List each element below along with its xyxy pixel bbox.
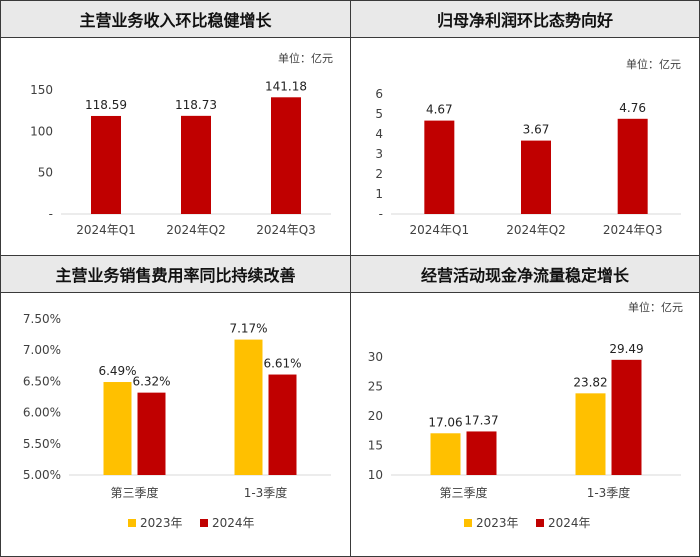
net-profit-chart: 单位：亿元 6 5 4 3 2 1 - 2024年Q1 4.67 2024年Q2 3.67 2024年Q…	[375, 57, 681, 237]
x-category-label: 1-3季度	[587, 485, 631, 500]
revenue-panel: 主营业务收入环比稳健增长 单位：亿元 150 100 50 - 2024年Q1 118.59…	[0, 0, 351, 256]
sales-expense-chart: 7.50%7.00%6.50%6.00%5.50%5.00%第三季度6.49%6…	[23, 312, 331, 530]
y-tick-label: 6.00%	[23, 406, 61, 420]
data-label: 3.67	[523, 123, 550, 137]
legend-swatch	[536, 519, 544, 527]
y-tick-label: -	[379, 207, 383, 221]
y-tick-label: 100	[30, 124, 53, 138]
revenue-chart: 单位：亿元 150 100 50 - 2024年Q1 118.59 2024年Q2 118.73…	[30, 51, 333, 237]
unit-label: 单位：亿元	[278, 51, 333, 65]
x-category-label: 2024年Q3	[603, 223, 663, 237]
bar	[424, 120, 455, 214]
data-label: 23.82	[573, 375, 607, 389]
legend-swatch	[128, 519, 136, 527]
y-tick-label: 25	[368, 379, 383, 393]
data-label: 29.49	[609, 342, 643, 356]
y-tick-label: 50	[38, 166, 53, 180]
y-tick-label: 150	[30, 83, 53, 97]
legend-swatch	[464, 519, 472, 527]
x-category-label: 第三季度	[110, 485, 158, 500]
y-tick-label: 15	[368, 438, 383, 452]
legend-swatch	[200, 519, 208, 527]
legend-label: 2023年	[476, 516, 519, 530]
legend-label: 2024年	[212, 516, 255, 530]
bar	[103, 382, 132, 475]
x-category-label: 1-3季度	[244, 485, 288, 500]
sales-expense-panel: 主营业务销售费用率同比持续改善 7.50% 7.00% 6.50% 6.00% 5.50…	[0, 255, 351, 557]
bar	[268, 374, 297, 475]
revenue-title: 主营业务收入环比稳健增长	[1, 1, 350, 38]
unit-label: 单位：亿元	[626, 57, 681, 71]
y-tick-label: 5.50%	[23, 437, 61, 451]
y-tick-label: 2	[375, 167, 383, 181]
cash-flow-panel: 经营活动现金净流量稳定增长 单位：亿元 30 25 20 15 10 第三季度 17.06 17…	[350, 255, 700, 557]
y-tick-label: 6.50%	[23, 374, 61, 388]
bar	[521, 140, 551, 214]
data-label: 6.32%	[132, 375, 170, 389]
y-tick-label: 10	[368, 468, 383, 482]
x-category-label: 2024年Q1	[410, 223, 470, 237]
net-profit-title: 归母净利润环比态势向好	[351, 1, 699, 38]
y-tick-label: 7.50%	[23, 312, 61, 326]
y-tick-label: 3	[375, 147, 383, 161]
data-label: 4.76	[619, 101, 646, 115]
bar	[234, 339, 263, 475]
x-category-label: 2024年Q3	[256, 223, 316, 237]
data-label: 7.17%	[229, 322, 267, 336]
bar	[181, 115, 211, 214]
legend-label: 2023年	[140, 516, 183, 530]
bar	[137, 392, 166, 475]
y-tick-label: -	[49, 207, 53, 221]
data-label: 118.59	[85, 98, 127, 112]
bar	[575, 393, 606, 475]
data-label: 17.37	[464, 413, 498, 427]
y-tick-label: 4	[375, 127, 383, 141]
data-label: 141.18	[265, 79, 307, 93]
y-tick-label: 5	[375, 107, 383, 121]
bar	[91, 115, 121, 214]
y-tick-label: 20	[368, 409, 383, 423]
data-label: 118.73	[175, 98, 217, 112]
x-category-label: 2024年Q1	[76, 223, 136, 237]
x-category-label: 2024年Q2	[166, 223, 226, 237]
y-tick-label: 30	[368, 350, 383, 364]
unit-label: 单位：亿元	[628, 300, 683, 314]
y-tick-label: 5.00%	[23, 468, 61, 482]
bar	[430, 433, 461, 475]
bar	[611, 359, 642, 475]
y-tick-label: 1	[375, 187, 383, 201]
x-category-label: 第三季度	[439, 485, 487, 500]
bar	[466, 431, 497, 475]
cash-flow-chart: 单位：亿元 30 25 20 15 10 第三季度 17.06 17.37 1-3季度 23.82 2…	[368, 300, 683, 530]
data-label: 6.49%	[98, 364, 136, 378]
data-label: 17.06	[428, 415, 462, 429]
sales-expense-title: 主营业务销售费用率同比持续改善	[1, 256, 350, 293]
legend-label: 2024年	[548, 516, 591, 530]
cash-flow-title: 经营活动现金净流量稳定增长	[351, 256, 699, 293]
x-category-label: 2024年Q2	[506, 223, 566, 237]
data-label: 4.67	[426, 103, 453, 117]
y-tick-label: 7.00%	[23, 343, 61, 357]
bar	[271, 97, 301, 214]
y-tick-label: 6	[375, 87, 383, 101]
data-label: 6.61%	[263, 357, 301, 371]
bar	[617, 118, 648, 214]
net-profit-panel: 归母净利润环比态势向好 单位：亿元 6 5 4 3 2 1 - 2024年Q1 4.67 2024年…	[350, 0, 700, 256]
